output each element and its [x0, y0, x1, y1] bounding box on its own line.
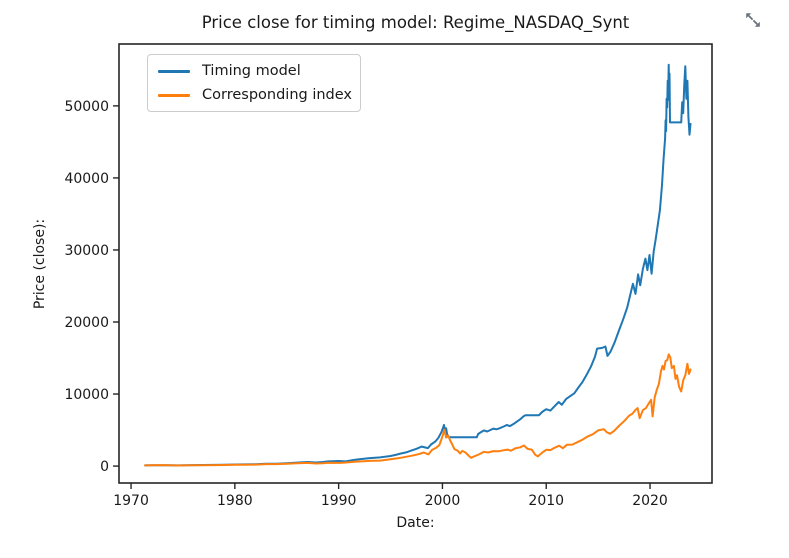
- x-tick-label: 2000: [425, 493, 461, 509]
- plot-frame: [118, 43, 713, 484]
- legend-item-corresponding-index: Corresponding index: [158, 86, 352, 104]
- expand-button[interactable]: [740, 7, 766, 33]
- chart-title: Price close for timing model: Regime_NAS…: [201, 13, 630, 32]
- legend-label-timing-model: Timing model: [202, 63, 301, 79]
- x-tick-label: 1980: [217, 493, 253, 509]
- y-tick-label: 40000: [64, 171, 109, 187]
- y-tick-label: 10000: [64, 387, 109, 403]
- expand-arrows-icon: [746, 13, 760, 27]
- x-tick-label: 2020: [632, 493, 668, 509]
- timing-model-swatch: [158, 69, 190, 73]
- x-axis-label: Date:: [396, 515, 435, 531]
- x-tick-label: 1970: [113, 493, 149, 509]
- legend-item-timing-model: Timing model: [158, 62, 350, 80]
- x-tick-label: 2010: [528, 493, 564, 509]
- y-tick-label: 50000: [64, 99, 109, 115]
- y-tick-label: 20000: [64, 315, 109, 331]
- y-tick-label: 30000: [64, 243, 109, 259]
- timing-model-line: [144, 63, 692, 467]
- y-axis-label: Price (close):: [32, 218, 48, 310]
- corresponding-index-swatch: [158, 93, 190, 97]
- y-tick-label: 0: [100, 459, 109, 475]
- x-tick-label: 1990: [321, 493, 357, 509]
- corresponding-index-line: [144, 353, 692, 467]
- legend-label-corresponding-index: Corresponding index: [202, 87, 352, 103]
- legend: Timing model Corresponding index: [147, 54, 361, 112]
